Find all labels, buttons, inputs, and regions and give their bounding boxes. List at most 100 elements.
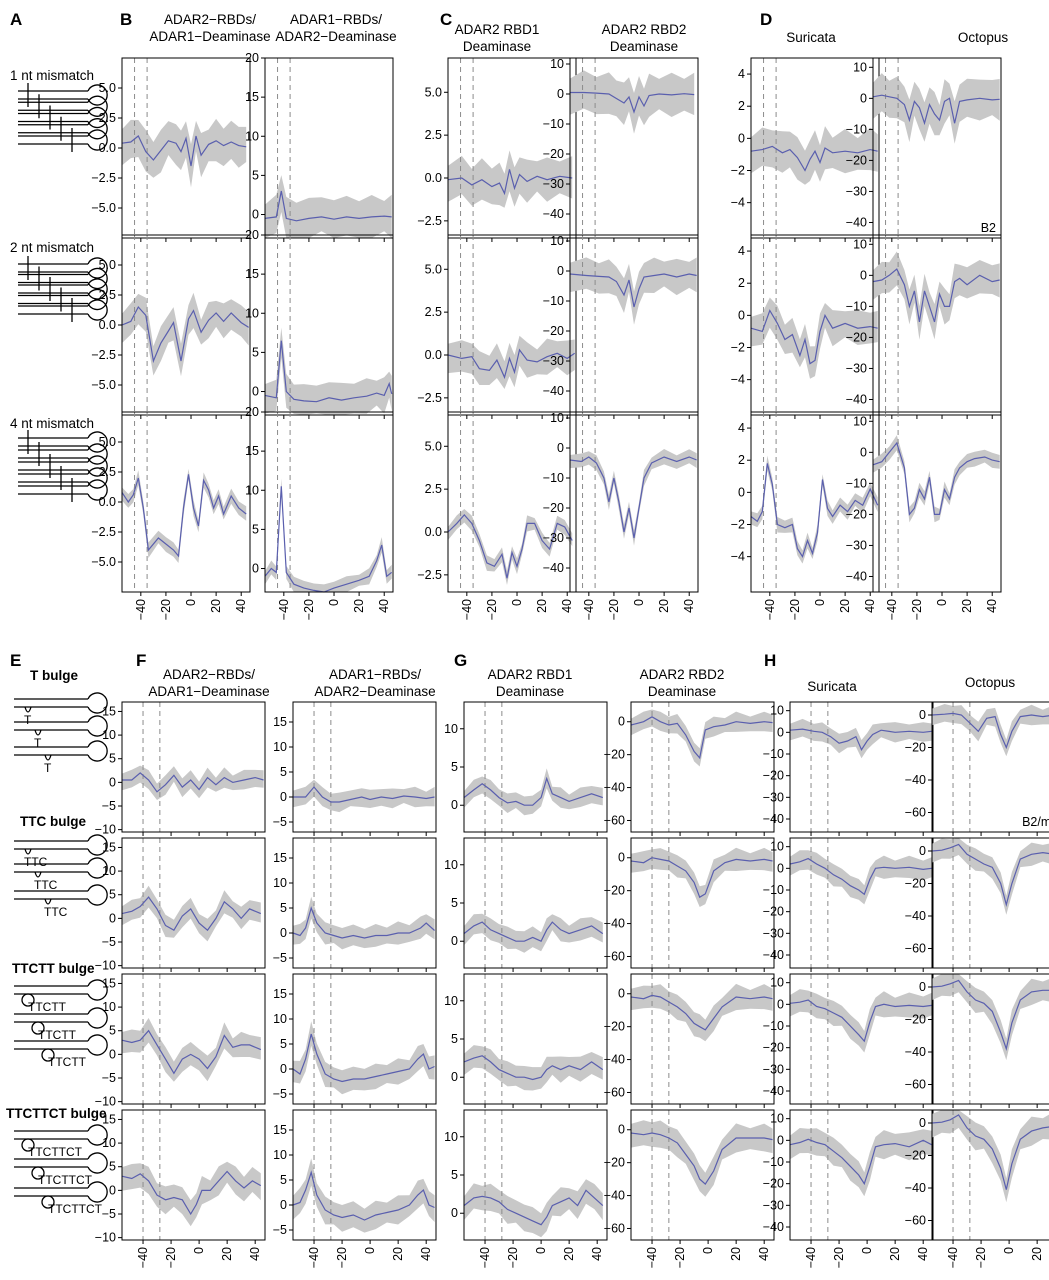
x-tick-label: −20 xyxy=(159,599,173,620)
plot-bottom-r2-c3: 0 −20 −40 −60 xyxy=(604,973,775,1108)
y-tick-label: −5.0 xyxy=(91,555,116,569)
plot-top-r0-c1: 20 15 10 5 0 xyxy=(245,51,394,242)
plot-frame xyxy=(931,701,1049,833)
plot-top-r1-c0: 5.0 2.5 0.0 −2.5 −5.0 xyxy=(91,234,251,419)
y-tick-label: 10 xyxy=(245,306,259,320)
x-tick-label: 40 xyxy=(682,599,696,613)
x-tick-label: −40 xyxy=(307,1247,321,1268)
y-tick-label: 0 xyxy=(280,1062,287,1076)
y-tick-label: 0 xyxy=(860,268,867,282)
plot-top-r2-c3: 10 0 −10 −20 −30 −40 −40 −20 0 20 40 xyxy=(543,411,699,620)
y-tick-label: −5 xyxy=(273,1087,287,1101)
y-tick-label: −5 xyxy=(102,799,116,813)
y-tick-label: 0.0 xyxy=(99,495,116,509)
y-tick-label: 10 xyxy=(853,414,867,428)
series-line xyxy=(121,896,262,932)
plot-top-r2-c1: 20 15 10 5 0 −40 −20 0 20 40 xyxy=(245,405,394,620)
y-tick-label: −30 xyxy=(846,538,867,552)
series-line xyxy=(292,1170,435,1221)
hairpin xyxy=(14,1152,108,1180)
hairpin xyxy=(18,478,108,502)
hairpin xyxy=(14,740,108,762)
y-tick-label: 0 xyxy=(280,1198,287,1212)
x-tick-label: 0 xyxy=(1002,1247,1016,1254)
x-tick-label: −40 xyxy=(134,599,148,620)
series-line xyxy=(264,340,393,403)
plot-top-r2-c5: 10 0 −10 −20 −30 −40 −40 −20 0 20 40 xyxy=(846,411,1002,620)
x-tick-label: −40 xyxy=(460,599,474,620)
y-tick-label: −30 xyxy=(543,177,564,191)
variance-band xyxy=(873,435,1000,523)
plot-frame xyxy=(121,701,266,833)
plot-bottom-r0-c3: 0 −20 −40 −60 xyxy=(604,701,775,836)
variance-band xyxy=(790,989,932,1053)
x-tick-label: 20 xyxy=(960,599,974,613)
y-tick-label: −10 xyxy=(846,476,867,490)
y-tick-label: 10 xyxy=(550,411,564,425)
y-tick-label: 10 xyxy=(853,237,867,251)
y-tick-label: −5 xyxy=(273,951,287,965)
y-tick-label: −30 xyxy=(543,531,564,545)
panel-letter-d: D xyxy=(760,10,772,29)
y-tick-label: −5 xyxy=(273,815,287,829)
y-tick-label: −10 xyxy=(763,1155,784,1169)
plot-frame xyxy=(292,973,437,1105)
series-line xyxy=(931,1114,1049,1190)
x-tick-label: 20 xyxy=(838,599,852,613)
y-tick-label: 10 xyxy=(102,1136,116,1150)
y-tick-label: 2.5 xyxy=(425,128,442,142)
series-line xyxy=(121,474,247,558)
y-tick-label: 0 xyxy=(252,208,259,222)
bulge-sequence-label: T xyxy=(34,736,42,750)
y-tick-label: 5 xyxy=(451,896,458,910)
col-title-adar2-rbds-b: ADAR2−RBDs/ADAR1−Deaminase xyxy=(148,667,269,699)
x-tick-label: 0 xyxy=(534,1247,548,1254)
series-line xyxy=(750,463,879,559)
y-tick-label: −60 xyxy=(604,1221,625,1235)
y-tick-label: 5 xyxy=(280,901,287,915)
y-tick-label: −40 xyxy=(543,207,564,221)
x-tick-label: −20 xyxy=(335,1247,349,1268)
plot-frame xyxy=(750,411,880,593)
hairpin xyxy=(14,1181,108,1209)
plot-frame xyxy=(569,411,699,593)
y-tick-label: 5 xyxy=(280,1173,287,1187)
y-tick-label: 15 xyxy=(102,704,116,718)
plot-frame xyxy=(872,234,1002,416)
x-tick-label: −20 xyxy=(832,1247,846,1268)
y-tick-label: −40 xyxy=(846,215,867,229)
plot-grid: 5.02.50.0−2.5−5.0201510505.02.50.0−2.510… xyxy=(91,51,1049,1268)
x-tick-label: 0 xyxy=(632,599,646,606)
x-tick-label: 40 xyxy=(234,599,248,613)
y-tick-label: −10 xyxy=(763,1019,784,1033)
y-tick-label: 5.0 xyxy=(425,262,442,276)
y-tick-label: 10 xyxy=(444,722,458,736)
panel-letter-g: G xyxy=(454,651,467,670)
hairpin xyxy=(18,430,108,454)
y-tick-label: −60 xyxy=(604,1085,625,1099)
y-tick-label: 2.5 xyxy=(99,465,116,479)
y-tick-label: 10 xyxy=(273,876,287,890)
y-tick-label: 0 xyxy=(777,861,784,875)
y-tick-label: 5.0 xyxy=(99,81,116,95)
y-tick-label: 5.0 xyxy=(99,258,116,272)
y-tick-label: −2 xyxy=(731,164,745,178)
y-tick-label: −40 xyxy=(905,1181,926,1195)
plot-frame xyxy=(872,57,1002,239)
y-tick-label: 5 xyxy=(109,752,116,766)
x-tick-label: 40 xyxy=(590,1247,604,1261)
y-tick-label: −30 xyxy=(763,1062,784,1076)
hairpin xyxy=(18,256,108,280)
y-tick-label: −60 xyxy=(905,806,926,820)
y-tick-label: 10 xyxy=(245,483,259,497)
x-tick-label: 20 xyxy=(391,1247,405,1261)
plot-bottom-r1-c2: 10 5 0 xyxy=(444,837,608,972)
y-tick-label: 4 xyxy=(738,67,745,81)
y-tick-label: 10 xyxy=(444,994,458,1008)
series-line xyxy=(569,456,697,539)
x-tick-label: 20 xyxy=(562,1247,576,1261)
x-tick-label: 20 xyxy=(888,1247,902,1261)
inset-label: B2 xyxy=(981,221,996,235)
x-tick-label: 20 xyxy=(1030,1247,1044,1261)
plot-top-r0-c5: 10 0 −10 −20 −30 −40 B2 xyxy=(846,57,1002,242)
